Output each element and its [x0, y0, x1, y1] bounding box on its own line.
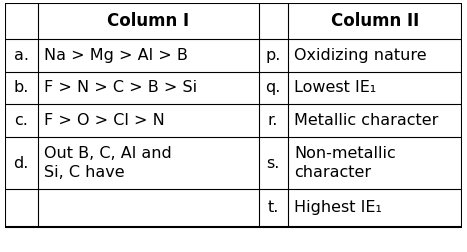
Text: b.: b. [14, 80, 29, 96]
Text: d.: d. [14, 155, 29, 171]
Text: Na > Mg > Al > B: Na > Mg > Al > B [44, 48, 188, 63]
Text: q.: q. [265, 80, 281, 96]
Text: Out B, C, Al and
Si, C have: Out B, C, Al and Si, C have [44, 146, 172, 180]
Text: Metallic character: Metallic character [294, 113, 439, 128]
Text: s.: s. [266, 155, 280, 171]
Text: Lowest IE₁: Lowest IE₁ [294, 80, 376, 96]
Text: t.: t. [268, 201, 279, 215]
Text: Column II: Column II [331, 12, 419, 30]
Text: Non-metallic
character: Non-metallic character [294, 146, 396, 180]
Text: c.: c. [14, 113, 28, 128]
Text: Oxidizing nature: Oxidizing nature [294, 48, 427, 63]
Text: a.: a. [14, 48, 28, 63]
Text: F > N > C > B > Si: F > N > C > B > Si [44, 80, 198, 96]
Text: p.: p. [265, 48, 281, 63]
Text: F > O > Cl > N: F > O > Cl > N [44, 113, 165, 128]
Text: Highest IE₁: Highest IE₁ [294, 201, 382, 215]
Text: Column I: Column I [107, 12, 189, 30]
Text: r.: r. [268, 113, 278, 128]
